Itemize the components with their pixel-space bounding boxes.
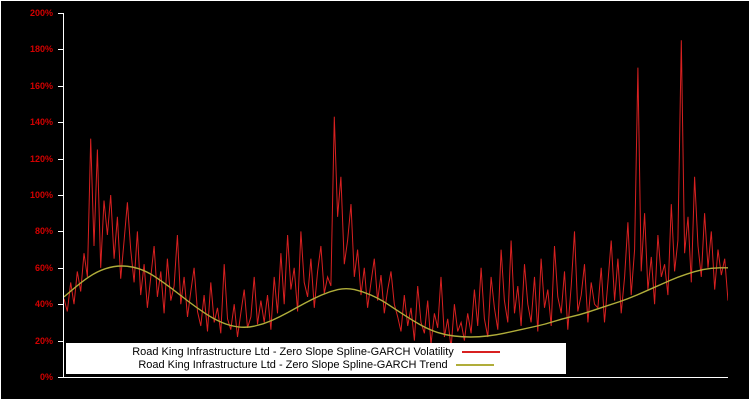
y-axis-tick-mark <box>58 267 63 269</box>
y-axis-tick-label: 160% <box>29 80 53 91</box>
y-axis-tick-label: 100% <box>29 190 53 200</box>
trend-line <box>64 265 728 338</box>
y-axis-tick-mark <box>58 122 63 124</box>
legend-item-trend: Road King Infrastructure Ltd - Zero Slop… <box>66 358 566 371</box>
y-axis-tick-mark <box>58 13 63 14</box>
y-axis-tick-mark <box>58 304 63 306</box>
y-axis-tick-label: 200% <box>29 8 53 18</box>
y-axis-tick-mark <box>58 85 63 87</box>
y-axis-tick-mark <box>58 231 63 233</box>
plot-area: Road King Infrastructure Ltd - Zero Slop… <box>63 13 728 378</box>
y-axis-tick-label: 140% <box>29 117 53 128</box>
y-axis-tick-mark <box>58 340 63 342</box>
y-axis-tick-mark <box>58 377 63 378</box>
legend: Road King Infrastructure Ltd - Zero Slop… <box>66 343 566 374</box>
y-axis-tick-label: 80% <box>34 226 53 237</box>
legend-label-volatility: Road King Infrastructure Ltd - Zero Slop… <box>132 345 454 358</box>
y-axis-tick-label: 20% <box>34 335 53 346</box>
y-axis-tick-label: 120% <box>29 153 53 164</box>
volatility-line <box>64 40 728 348</box>
y-axis: 0% 20% 40% 60% 80% 100% 120% 140% 160% 180% 200% <box>1 1 63 399</box>
y-axis-tick-mark <box>58 49 63 51</box>
legend-label-trend: Road King Infrastructure Ltd - Zero Slop… <box>138 358 448 371</box>
y-axis-tick-label: 180% <box>29 44 53 55</box>
y-axis-tick-label: 60% <box>34 262 53 273</box>
y-axis-tick-mark <box>58 158 63 160</box>
legend-line-sample-trend <box>455 363 494 366</box>
chart-canvas <box>64 40 728 348</box>
y-axis-tick-label: 40% <box>34 299 53 310</box>
legend-item-volatility: Road King Infrastructure Ltd - Zero Slop… <box>66 345 566 358</box>
y-axis-tick-label: 0% <box>39 372 53 382</box>
y-axis-tick-mark <box>58 195 63 196</box>
legend-line-sample-volatility <box>461 350 500 353</box>
